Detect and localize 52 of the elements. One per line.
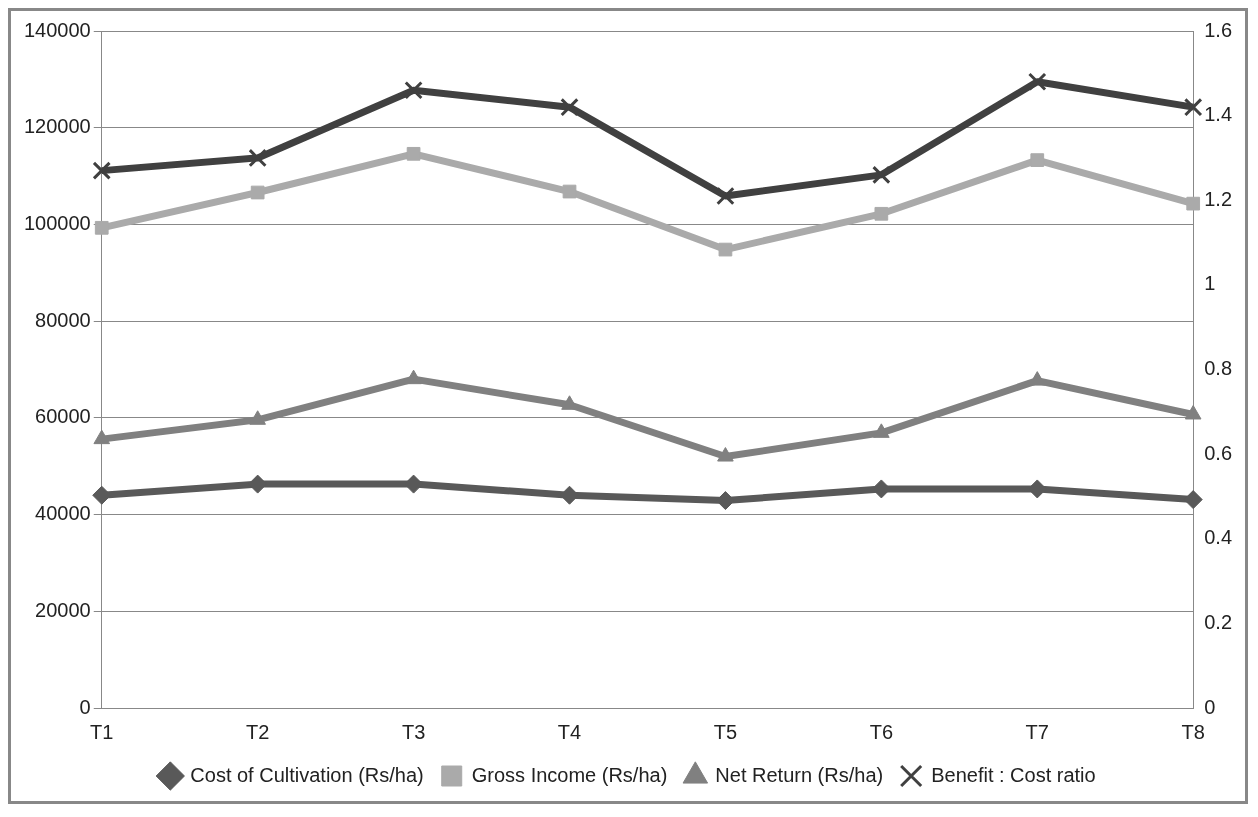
y2-tick-label: 0.4: [1204, 526, 1233, 549]
x-tick-label: T4: [557, 720, 582, 743]
point: [248, 148, 267, 168]
point: [250, 185, 265, 200]
point: [92, 161, 112, 180]
y2-tick-label: 0: [1204, 695, 1216, 718]
y-tick-label: 0: [79, 695, 91, 718]
point: [1186, 196, 1201, 211]
point: [718, 242, 733, 257]
y-tick-label: 100000: [23, 211, 91, 234]
y2-tick-label: 0.2: [1204, 610, 1233, 633]
point: [249, 410, 266, 425]
point: [406, 146, 421, 161]
point: [93, 429, 111, 445]
point: [560, 97, 579, 117]
legend-label: Net Return (Rs/ha): [715, 763, 884, 786]
point: [94, 220, 109, 235]
y2-tick-label: 1: [1204, 272, 1216, 295]
point: [1183, 97, 1203, 117]
legend-label: Gross Income (Rs/ha): [471, 763, 668, 786]
y2-tick-label: 0.6: [1204, 441, 1233, 464]
point: [716, 186, 735, 206]
point: [874, 206, 889, 221]
y-tick-label: 20000: [35, 598, 91, 621]
x-tick-label: T5: [713, 720, 738, 743]
x-tick-label: T3: [401, 720, 426, 743]
legend-label: Cost of Cultivation (Rs/ha): [190, 763, 424, 786]
point: [1028, 72, 1047, 92]
y2-tick-label: 1.4: [1204, 103, 1233, 126]
y-tick-label: 40000: [35, 502, 91, 525]
y2-tick-label: 0.8: [1204, 357, 1233, 380]
x-tick-label: T2: [245, 720, 270, 743]
x-tick-label: T7: [1025, 720, 1049, 743]
y2-tick-label: 1.6: [1204, 18, 1233, 41]
point: [405, 369, 422, 385]
point: [1184, 404, 1202, 420]
y2-tick-label: 1.2: [1204, 187, 1233, 210]
point: [1030, 153, 1045, 167]
x-tick-label: T8: [1181, 720, 1205, 743]
y-tick-label: 80000: [35, 308, 91, 331]
point: [717, 447, 734, 462]
x-tick-label: T6: [869, 720, 894, 743]
point: [562, 184, 577, 199]
point: [1183, 490, 1203, 510]
x-tick-label: T1: [90, 720, 114, 743]
point: [404, 80, 423, 100]
y-tick-label: 120000: [23, 115, 91, 138]
legend-label: Benefit : Cost ratio: [931, 763, 1096, 786]
y-tick-label: 60000: [35, 405, 91, 428]
point: [872, 165, 891, 185]
y-tick-label: 140000: [23, 18, 91, 41]
point: [873, 423, 890, 438]
